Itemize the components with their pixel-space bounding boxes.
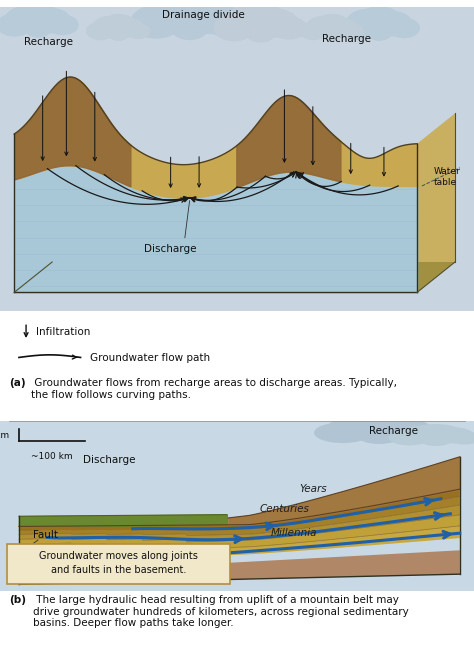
- Circle shape: [126, 23, 151, 39]
- Text: Discharge: Discharge: [145, 244, 197, 254]
- Circle shape: [14, 3, 62, 34]
- Text: Recharge: Recharge: [24, 37, 73, 47]
- Text: Infiltration: Infiltration: [36, 327, 90, 337]
- Circle shape: [306, 16, 339, 37]
- Text: Water
table: Water table: [434, 167, 460, 187]
- Circle shape: [5, 6, 48, 33]
- Circle shape: [130, 5, 182, 39]
- Circle shape: [113, 17, 145, 37]
- Circle shape: [142, 0, 204, 34]
- Circle shape: [92, 16, 126, 37]
- FancyBboxPatch shape: [7, 544, 230, 584]
- Circle shape: [389, 430, 430, 446]
- Circle shape: [369, 418, 431, 440]
- Circle shape: [246, 23, 276, 43]
- Text: Groundwater flows from recharge areas to discharge areas. Typically,
the flow fo: Groundwater flows from recharge areas to…: [31, 378, 397, 399]
- Circle shape: [299, 22, 328, 40]
- Text: ~1 km: ~1 km: [0, 431, 9, 440]
- Text: Years: Years: [299, 484, 327, 494]
- Text: Drainage divide: Drainage divide: [163, 10, 245, 20]
- Circle shape: [0, 13, 33, 37]
- Circle shape: [356, 6, 403, 37]
- Text: Centuries: Centuries: [259, 504, 310, 514]
- Polygon shape: [14, 262, 455, 293]
- Circle shape: [202, 7, 248, 37]
- Circle shape: [327, 17, 358, 37]
- Circle shape: [339, 23, 364, 39]
- Circle shape: [346, 9, 389, 37]
- Circle shape: [233, 3, 288, 38]
- Circle shape: [253, 9, 299, 37]
- Circle shape: [421, 435, 451, 446]
- Text: Groundwater moves along joints
and faults in the basement.: Groundwater moves along joints and fault…: [39, 551, 198, 575]
- Polygon shape: [14, 104, 52, 293]
- Circle shape: [358, 429, 400, 444]
- Text: Discharge: Discharge: [83, 455, 135, 465]
- Polygon shape: [19, 505, 460, 542]
- Circle shape: [314, 422, 372, 443]
- Circle shape: [373, 11, 412, 37]
- Circle shape: [223, 6, 272, 37]
- Text: Discharge: Discharge: [59, 548, 111, 558]
- Text: (b): (b): [9, 595, 27, 605]
- Polygon shape: [19, 489, 460, 530]
- Text: ~100 km: ~100 km: [31, 452, 73, 460]
- Polygon shape: [19, 550, 460, 584]
- Polygon shape: [19, 515, 460, 549]
- Circle shape: [180, 0, 237, 34]
- Text: Recharge: Recharge: [369, 426, 418, 436]
- Circle shape: [213, 15, 255, 41]
- Polygon shape: [19, 496, 460, 536]
- Text: (a): (a): [9, 378, 26, 388]
- Circle shape: [100, 14, 137, 38]
- Circle shape: [313, 14, 351, 38]
- Circle shape: [31, 8, 71, 33]
- Text: Millennia: Millennia: [271, 528, 317, 538]
- Circle shape: [108, 27, 129, 41]
- Circle shape: [155, 0, 224, 35]
- Circle shape: [398, 426, 447, 444]
- Circle shape: [388, 18, 420, 38]
- Circle shape: [366, 23, 392, 41]
- Circle shape: [428, 427, 474, 444]
- Text: Groundwater flow path: Groundwater flow path: [90, 353, 210, 363]
- Circle shape: [47, 15, 79, 35]
- Circle shape: [271, 16, 307, 39]
- Circle shape: [447, 432, 474, 444]
- Circle shape: [342, 413, 417, 441]
- Circle shape: [337, 16, 374, 39]
- Text: Fault: Fault: [33, 530, 58, 540]
- Circle shape: [327, 416, 395, 440]
- Text: The large hydraulic head resulting from uplift of a mountain belt may
drive grou: The large hydraulic head resulting from …: [33, 595, 409, 628]
- Circle shape: [25, 21, 51, 37]
- Circle shape: [393, 424, 443, 442]
- Circle shape: [321, 27, 342, 41]
- Circle shape: [171, 16, 209, 40]
- Circle shape: [409, 424, 464, 444]
- Circle shape: [86, 22, 115, 40]
- Text: Recharge: Recharge: [322, 34, 371, 44]
- Polygon shape: [417, 114, 455, 293]
- Polygon shape: [19, 526, 460, 557]
